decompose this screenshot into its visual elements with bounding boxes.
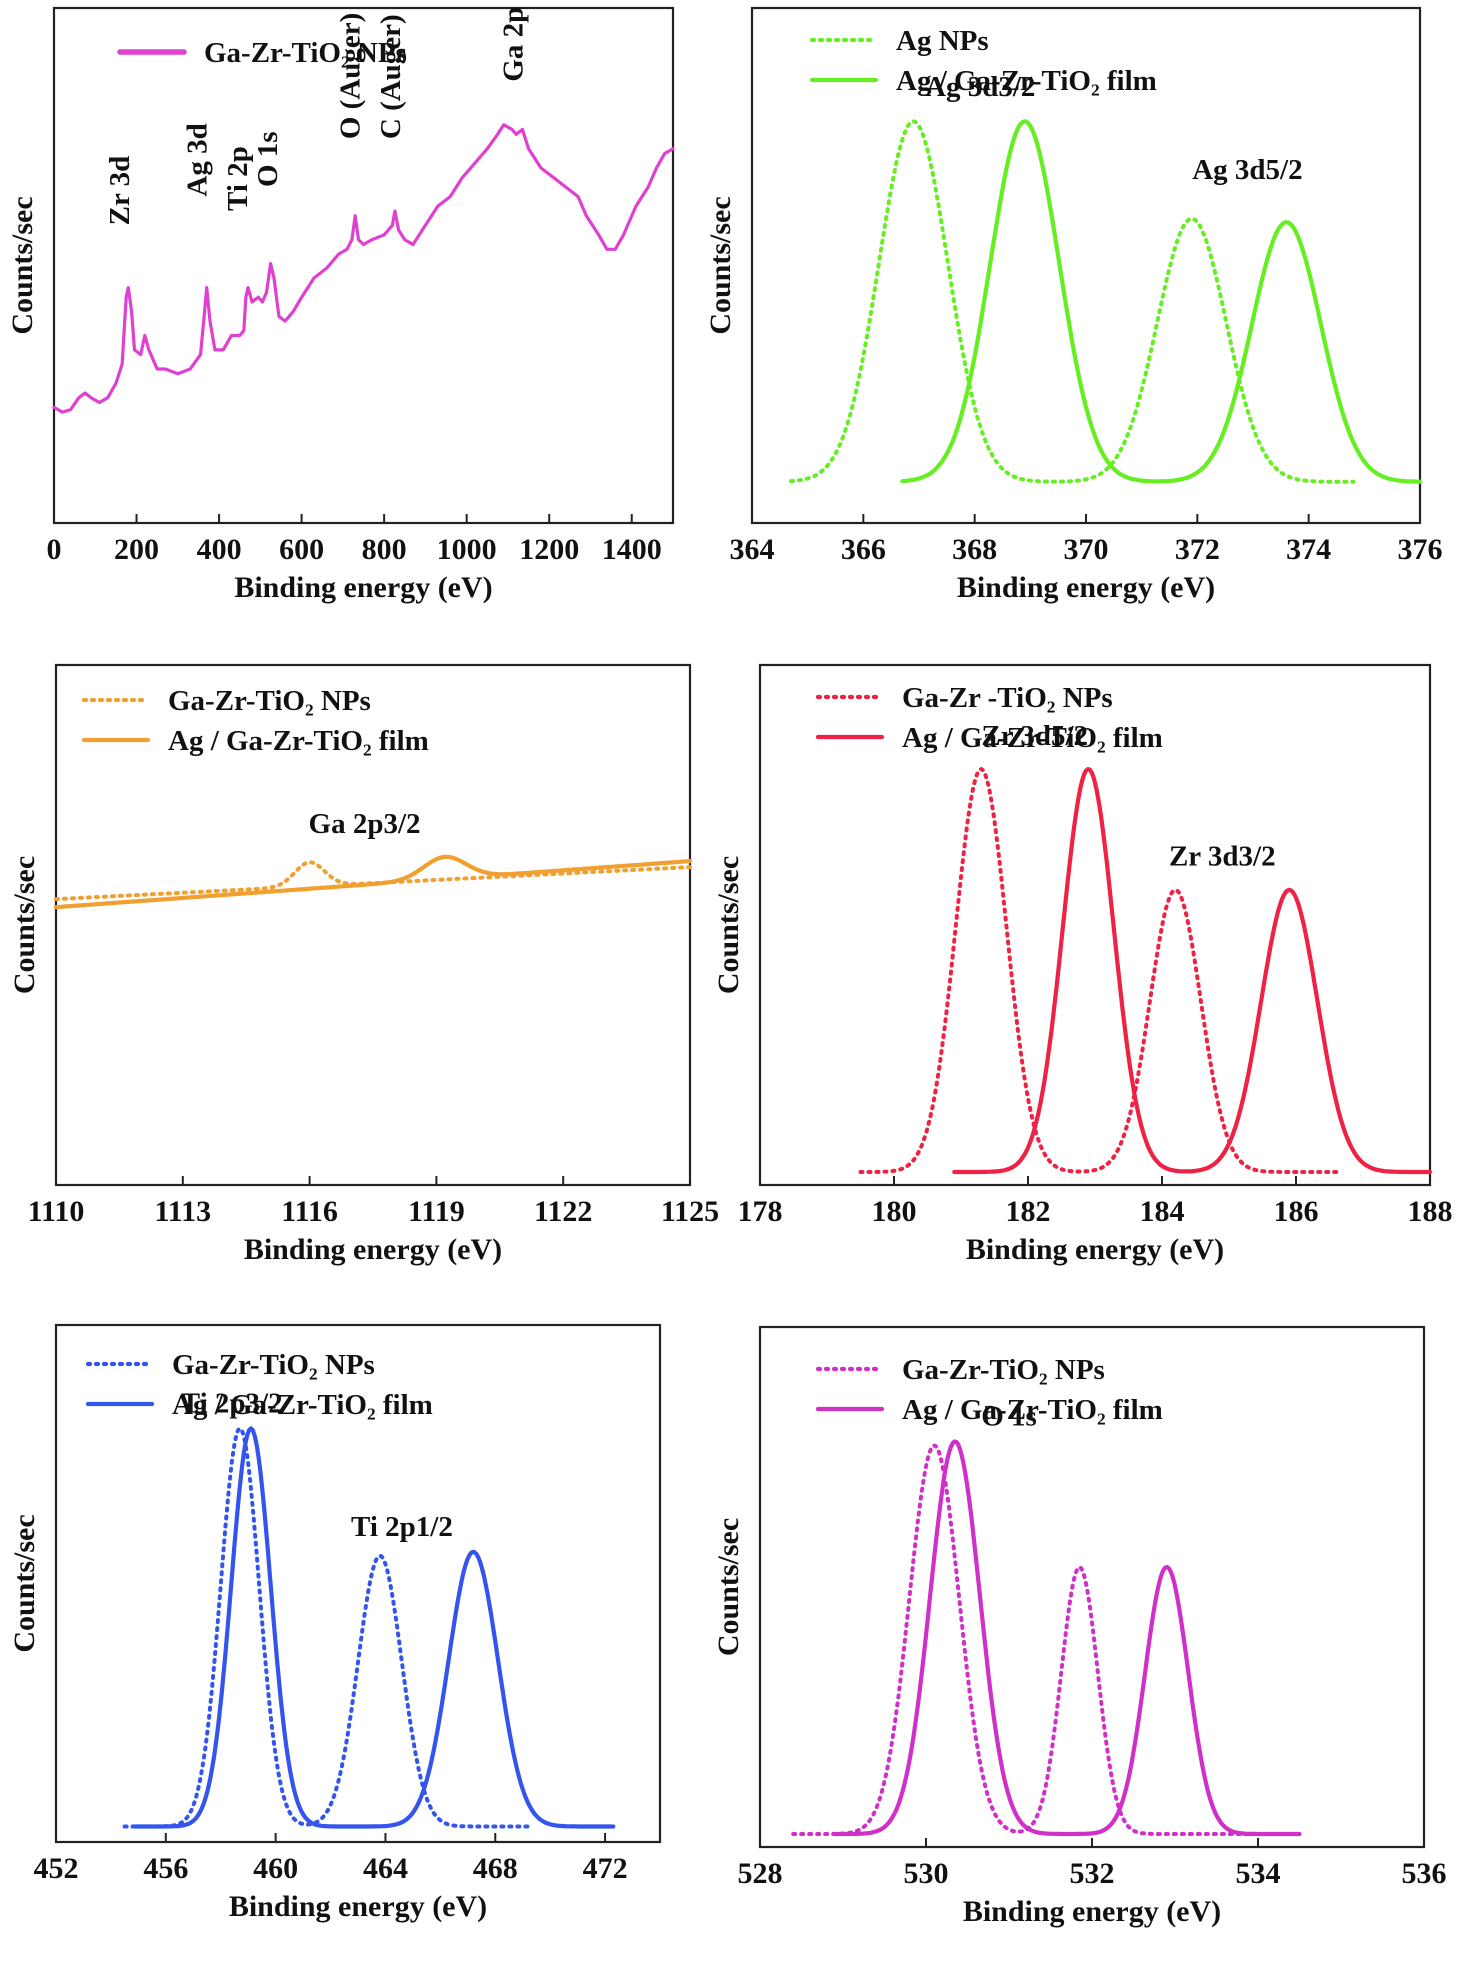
x-tick-label: 536 bbox=[1402, 1857, 1447, 1890]
x-tick-label: 1125 bbox=[661, 1195, 719, 1228]
y-axis-title: Counts/sec bbox=[712, 856, 745, 994]
peak-annotation: Zr 3d3/2 bbox=[1169, 841, 1276, 873]
x-axis-title: Binding energy (eV) bbox=[966, 1233, 1224, 1266]
x-tick-label: 1116 bbox=[281, 1195, 338, 1228]
series-line-solid bbox=[130, 1426, 616, 1829]
legend-label: Ag / Ga-Zr-TiO₂ film bbox=[896, 65, 1157, 97]
x-tick-label: 468 bbox=[473, 1852, 518, 1885]
x-axis-title: Binding energy (eV) bbox=[229, 1890, 487, 1923]
series-line-solid bbox=[53, 854, 693, 910]
peak-annotation: O 1s bbox=[252, 131, 284, 187]
x-tick-label: 188 bbox=[1408, 1195, 1453, 1228]
legend-label: Ag / Ga-Zr-TiO₂ film bbox=[168, 725, 429, 757]
legend-label: Ag NPs bbox=[896, 25, 989, 57]
x-tick-label: 1400 bbox=[602, 533, 662, 566]
y-axis-title: Counts/sec bbox=[704, 196, 737, 334]
legend-label: Ga-Zr-TiO₂ NPs bbox=[204, 37, 407, 69]
series-line-solid bbox=[952, 767, 1433, 1175]
x-tick-label: 370 bbox=[1064, 533, 1109, 566]
series-line-solid bbox=[900, 119, 1423, 484]
x-tick-label: 366 bbox=[841, 533, 886, 566]
x-tick-label: 600 bbox=[279, 533, 324, 566]
legend-label: Ga-Zr-TiO₂ NPs bbox=[172, 1349, 375, 1381]
panel-o1s: 528 530 532 534 536 Binding energy (eV) Counts… bbox=[712, 1325, 1447, 1928]
x-tick-label: 178 bbox=[738, 1195, 783, 1228]
legend-label: Ag / Ga-Zr-TiO₂ film bbox=[902, 722, 1163, 754]
x-tick-label: 472 bbox=[583, 1852, 628, 1885]
x-tick-label: 800 bbox=[362, 533, 407, 566]
x-tick-label: 460 bbox=[253, 1852, 298, 1885]
series-line-dotted bbox=[791, 1443, 1302, 1836]
x-tick-label: 452 bbox=[34, 1852, 79, 1885]
x-tick-label: 1200 bbox=[519, 533, 579, 566]
series-line-dotted bbox=[858, 767, 1339, 1174]
x-tick-label: 1000 bbox=[437, 533, 497, 566]
panel-ga2p: 1110 1113 1116 1119 1122 1125 Binding energy (… bbox=[8, 663, 719, 1266]
x-axis-title: Binding energy (eV) bbox=[957, 571, 1215, 604]
peak-annotation: Ga 2p bbox=[497, 7, 529, 82]
y-axis-title: Counts/sec bbox=[712, 1518, 745, 1656]
y-axis-title: Counts/sec bbox=[6, 196, 39, 334]
peak-annotation: Zr 3d5/2 bbox=[981, 720, 1088, 752]
panel-zr3d: 178 180 182 184 186 188 Binding energy (eV) Cou… bbox=[712, 663, 1453, 1266]
x-tick-label: 400 bbox=[197, 533, 242, 566]
peak-annotation: Ag 3d bbox=[182, 123, 214, 196]
panel-ti2p: 452 456 460 464 468 472 Binding energy (eV) Cou… bbox=[8, 1323, 662, 1923]
series-line-solid bbox=[52, 123, 675, 414]
plot-frame bbox=[52, 6, 675, 525]
legend-label: Ag / Ga-Zr-TiO₂ film bbox=[172, 1389, 433, 1421]
series-line-dotted bbox=[54, 860, 692, 902]
x-tick-label: 0 bbox=[47, 533, 62, 566]
series-line-dotted bbox=[789, 119, 1356, 484]
x-tick-label: 1110 bbox=[28, 1195, 85, 1228]
x-tick-label: 364 bbox=[730, 533, 775, 566]
series-line-solid bbox=[832, 1439, 1302, 1837]
legend-label: Ag / Ga-Zr-TiO₂ film bbox=[902, 1394, 1163, 1426]
peak-annotation: Zr 3d bbox=[104, 156, 136, 226]
x-tick-label: 528 bbox=[738, 1857, 783, 1890]
x-tick-label: 184 bbox=[1140, 1195, 1185, 1228]
legend-label: Ga-Zr -TiO₂ NPs bbox=[902, 682, 1113, 714]
peak-annotation: Ti 2p bbox=[222, 146, 254, 211]
peak-annotation: O 1s bbox=[981, 1401, 1037, 1433]
legend-label: Ga-Zr-TiO₂ NPs bbox=[902, 1354, 1105, 1386]
peak-annotation: Ag 3d3/2 bbox=[925, 71, 1035, 103]
peak-annotation: Ag 3d5/2 bbox=[1192, 154, 1302, 186]
x-axis-title: Binding energy (eV) bbox=[963, 1895, 1221, 1928]
peak-annotation: C (Auger) bbox=[375, 14, 407, 139]
plot-frame bbox=[54, 663, 692, 1187]
panel-ag3d: 364 366 368 370 372 374 376 Binding energy (eV)… bbox=[704, 6, 1443, 604]
x-tick-label: 372 bbox=[1175, 533, 1220, 566]
x-tick-label: 464 bbox=[363, 1852, 408, 1885]
x-tick-label: 376 bbox=[1398, 533, 1443, 566]
x-tick-label: 368 bbox=[952, 533, 997, 566]
peak-annotation: O (Auger) bbox=[334, 13, 366, 139]
panel-survey: 0 200 400 600 800 1000 1200 1400 Binding energy … bbox=[6, 6, 675, 604]
x-tick-label: 532 bbox=[1070, 1857, 1115, 1890]
series-line-dotted bbox=[122, 1426, 531, 1829]
x-tick-label: 1119 bbox=[408, 1195, 465, 1228]
x-tick-label: 534 bbox=[1236, 1857, 1281, 1890]
plot-frame bbox=[758, 663, 1432, 1187]
x-tick-label: 186 bbox=[1274, 1195, 1319, 1228]
x-tick-label: 1122 bbox=[534, 1195, 592, 1228]
legend-label: Ga-Zr-TiO₂ NPs bbox=[168, 685, 371, 717]
x-tick-label: 200 bbox=[114, 533, 159, 566]
plot-frame bbox=[54, 1323, 662, 1844]
peak-annotation: Ti 2p1/2 bbox=[351, 1511, 453, 1543]
y-axis-title: Counts/sec bbox=[8, 1514, 41, 1652]
x-axis-title: Binding energy (eV) bbox=[234, 571, 492, 604]
x-tick-label: 374 bbox=[1286, 533, 1331, 566]
x-tick-label: 1113 bbox=[154, 1195, 211, 1228]
peak-annotation: Ga 2p3/2 bbox=[309, 808, 421, 840]
x-tick-label: 530 bbox=[904, 1857, 949, 1890]
x-tick-label: 182 bbox=[1006, 1195, 1051, 1228]
y-axis-title: Counts/sec bbox=[8, 856, 41, 994]
x-tick-label: 180 bbox=[872, 1195, 917, 1228]
peak-annotation: Ti 2p3/2 bbox=[181, 1387, 283, 1419]
x-tick-label: 456 bbox=[143, 1852, 188, 1885]
x-axis-title: Binding energy (eV) bbox=[244, 1233, 502, 1266]
